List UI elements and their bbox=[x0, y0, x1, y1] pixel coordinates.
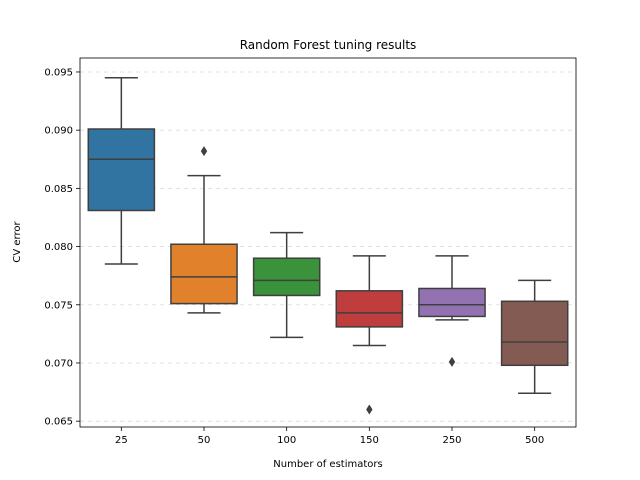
x-tick-label: 50 bbox=[198, 435, 211, 446]
box-iqr bbox=[87, 128, 156, 212]
y-tick-label: 0.080 bbox=[44, 242, 73, 253]
box-250 bbox=[418, 255, 486, 367]
x-tick-label: 100 bbox=[277, 435, 296, 446]
x-tick-label: 500 bbox=[525, 435, 544, 446]
box-iqr bbox=[170, 243, 238, 305]
x-tick-label: 250 bbox=[442, 435, 461, 446]
chart-title: Random Forest tuning results bbox=[240, 38, 417, 52]
outlier-point bbox=[366, 404, 373, 415]
y-tick-label: 0.065 bbox=[44, 417, 73, 428]
box-100 bbox=[252, 231, 321, 339]
x-axis-label: Number of estimators bbox=[273, 459, 382, 470]
box-iqr bbox=[500, 300, 569, 367]
x-axis: 25 50 100 150 250 500 bbox=[115, 427, 544, 446]
grid-lines bbox=[80, 71, 576, 422]
y-tick-label: 0.095 bbox=[44, 67, 73, 78]
y-tick-label: 0.075 bbox=[44, 300, 73, 311]
y-tick-label: 0.085 bbox=[44, 184, 73, 195]
x-tick-label: 25 bbox=[115, 435, 128, 446]
box-50 bbox=[170, 146, 238, 314]
box-iqr bbox=[335, 290, 404, 328]
box-500 bbox=[500, 279, 569, 394]
box-series bbox=[87, 77, 569, 415]
y-tick-label: 0.090 bbox=[44, 126, 73, 137]
box-25 bbox=[87, 77, 156, 265]
box-iqr bbox=[418, 287, 486, 318]
plot-frame bbox=[79, 57, 577, 428]
box-150 bbox=[335, 255, 404, 415]
outlier-point bbox=[200, 146, 208, 157]
x-tick-label: 150 bbox=[360, 435, 379, 446]
y-tick-label: 0.070 bbox=[44, 358, 73, 369]
outlier-point bbox=[448, 356, 456, 367]
y-axis: 0.065 0.070 0.075 0.080 0.085 0.090 0.095 bbox=[44, 67, 80, 428]
box-iqr bbox=[252, 257, 321, 297]
y-axis-label: CV error bbox=[12, 221, 23, 263]
